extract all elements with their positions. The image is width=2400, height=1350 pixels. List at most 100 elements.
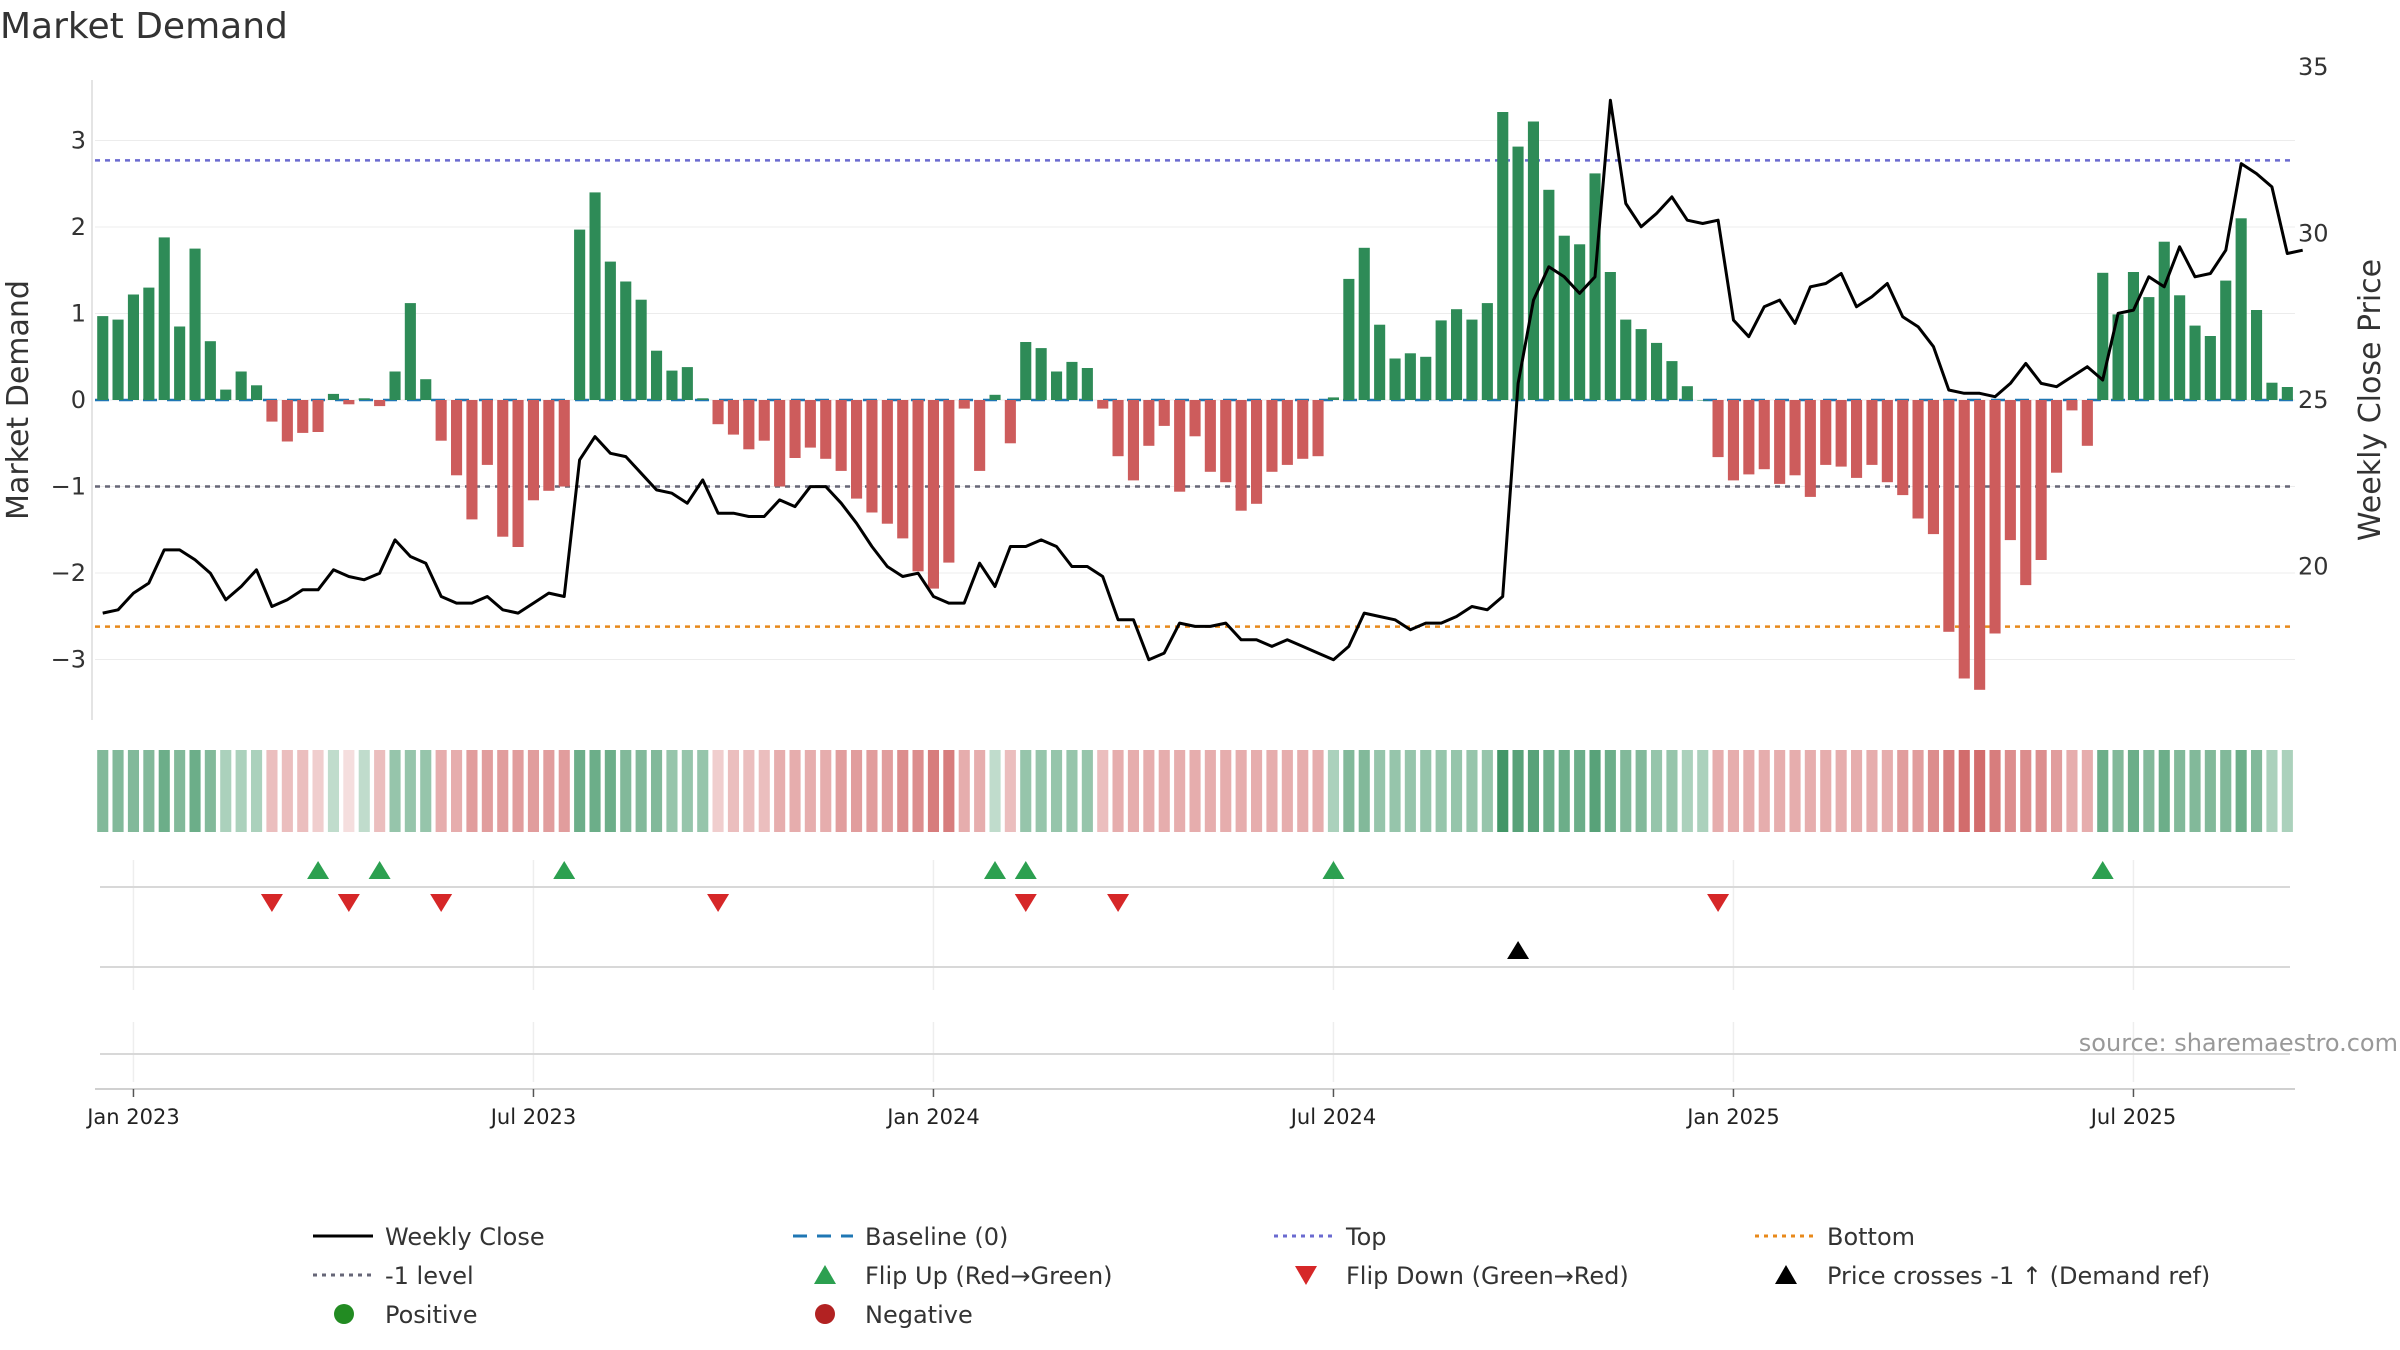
strip-cell <box>1481 750 1493 832</box>
demand-bar <box>666 370 678 400</box>
strip-cell <box>1804 750 1816 832</box>
demand-bar <box>1712 400 1724 458</box>
flip-down-marker <box>707 894 730 912</box>
legend-flip-down-icon <box>1295 1266 1317 1285</box>
demand-bar <box>1789 400 1801 476</box>
demand-bar <box>2220 280 2232 400</box>
x-tick-label: Jan 2025 <box>1685 1105 1780 1129</box>
legend-price-cross-icon <box>1775 1265 1797 1284</box>
legend-flip-up-icon <box>814 1265 836 1284</box>
demand-bar <box>158 237 170 400</box>
strip-cell <box>1251 750 1263 832</box>
strip-cell <box>435 750 447 832</box>
flip-up-marker <box>984 861 1006 879</box>
demand-bar <box>297 400 309 433</box>
strip-cell <box>1158 750 1170 832</box>
strip-cell <box>820 750 832 832</box>
strip-cell <box>374 750 386 832</box>
strip-cell <box>112 750 124 832</box>
demand-bar <box>1758 400 1770 470</box>
source-credit: source: sharemaestro.com <box>2079 1029 2398 1057</box>
demand-bar <box>1558 235 1570 400</box>
strip-cell <box>1558 750 1570 832</box>
strip-cell <box>143 750 155 832</box>
demand-bar <box>466 400 478 520</box>
strip-cell <box>1589 750 1601 832</box>
demand-bar <box>635 299 647 400</box>
strip-cell <box>1604 750 1616 832</box>
strip-cell <box>312 750 324 832</box>
demand-bar <box>1912 400 1924 519</box>
strip-cell <box>1835 750 1847 832</box>
x-tick-label: Jan 2024 <box>885 1105 980 1129</box>
strip-cell <box>2004 750 2016 832</box>
strip-cell <box>466 750 478 832</box>
strip-cell <box>451 750 463 832</box>
legend-flip-up: Flip Up (Red→Green) <box>865 1262 1113 1290</box>
strip-cell <box>1989 750 2001 832</box>
strip-cell <box>1635 750 1647 832</box>
strip-cell <box>2251 750 2263 832</box>
legend-negative-icon <box>815 1304 835 1324</box>
demand-bar <box>2097 272 2109 400</box>
strip-cell <box>1312 750 1324 832</box>
legend: Weekly Close Baseline (0) Top Bottom -1 … <box>313 1223 2210 1329</box>
strip-cell <box>1851 750 1863 832</box>
demand-bar <box>651 350 663 400</box>
demand-bar <box>697 398 709 400</box>
demand-bar <box>927 400 939 589</box>
demand-bar <box>604 261 616 400</box>
strip-cell <box>574 750 586 832</box>
strip-cell <box>835 750 847 832</box>
strip-cell <box>1943 750 1955 832</box>
strip-cell <box>327 750 339 832</box>
flip-down-marker <box>1014 894 1037 912</box>
demand-bar <box>1481 303 1493 400</box>
demand-bar <box>1081 368 1093 400</box>
demand-bar <box>1358 247 1370 400</box>
strip-cell <box>1281 750 1293 832</box>
strip-cell <box>1881 750 1893 832</box>
strip-cell <box>512 750 524 832</box>
flip-down-marker <box>1107 894 1130 912</box>
demand-bar <box>1727 400 1739 481</box>
strip-cell <box>2235 750 2247 832</box>
y-tick-label: −2 <box>51 559 86 587</box>
demand-bar <box>1820 400 1832 465</box>
strip-cell <box>789 750 801 832</box>
strip-cell <box>281 750 293 832</box>
demand-bar <box>1774 400 1786 484</box>
legend-minus-one: -1 level <box>385 1262 474 1290</box>
demand-bar <box>1051 371 1063 400</box>
weekly-close-line <box>102 98 2304 662</box>
strip-cell <box>158 750 170 832</box>
y-tick-label: 2 <box>71 213 86 241</box>
demand-bar <box>789 400 801 458</box>
strip-cell <box>912 750 924 832</box>
strip-cell <box>2097 750 2109 832</box>
demand-bar <box>589 192 601 400</box>
strip-cell <box>189 750 201 832</box>
demand-bar <box>327 393 339 400</box>
strip-cell <box>2143 750 2155 832</box>
demand-bar <box>1389 358 1401 400</box>
strip-cell <box>481 750 493 832</box>
demand-bar <box>451 400 463 476</box>
demand-bar <box>1127 400 1139 481</box>
demand-bar <box>1327 397 1339 400</box>
strip-cell <box>558 750 570 832</box>
demand-bar <box>1020 342 1032 400</box>
demand-bar <box>2204 336 2216 400</box>
strip-cell <box>697 750 709 832</box>
demand-bar <box>1620 319 1632 400</box>
strip-cell <box>1497 750 1509 832</box>
strip-cell <box>2204 750 2216 832</box>
demand-bar <box>1574 244 1586 400</box>
demand-bar <box>497 400 509 537</box>
strip-cell <box>1466 750 1478 832</box>
strip-cell <box>1004 750 1016 832</box>
strip-cell <box>2112 750 2124 832</box>
demand-bar <box>1543 189 1555 400</box>
flip-up-marker <box>368 861 391 879</box>
strip-cell <box>297 750 309 832</box>
